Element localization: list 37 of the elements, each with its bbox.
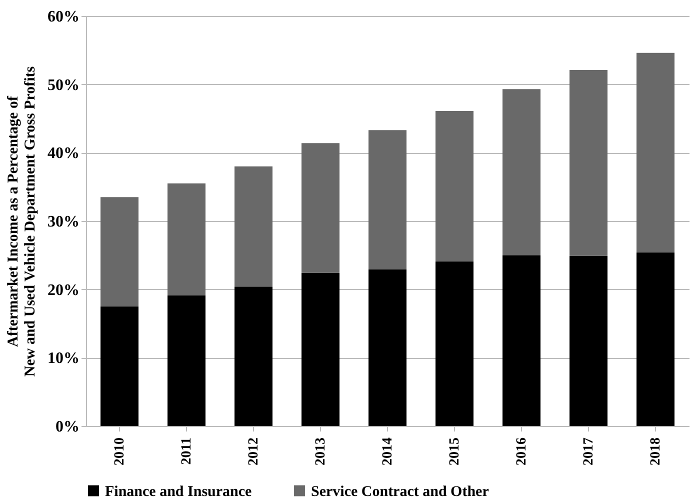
bar: [368, 130, 406, 270]
y-tick-label: 40%: [48, 145, 80, 162]
bar: [168, 295, 206, 426]
x-tick-label: 2017: [582, 438, 596, 466]
bar: [570, 70, 608, 256]
x-tick-label: 2016: [514, 438, 530, 466]
bar: [302, 272, 340, 426]
bar: [502, 89, 540, 256]
bar: [234, 166, 272, 287]
y-tick-label: 20%: [48, 282, 80, 299]
bar: [570, 256, 608, 426]
bar: [100, 306, 138, 426]
bar: [502, 255, 540, 426]
legend-label: Service Contract and Other: [311, 484, 490, 500]
x-tick-label: 2014: [380, 438, 396, 466]
bar: [636, 252, 674, 426]
x-tick-label: 2013: [314, 438, 328, 466]
x-tick-label: 2011: [180, 438, 194, 465]
y-tick-label: 30%: [48, 214, 80, 230]
y-axis-title: Aftermarket Income as a Percentage of New and Used Vehicle Department Gross Profits: [6, 66, 38, 377]
bar: [168, 183, 206, 296]
bar: [234, 286, 272, 426]
bar: [368, 270, 406, 426]
bar: [436, 110, 474, 262]
bar: [636, 52, 674, 252]
x-tick-label: 2010: [112, 438, 128, 466]
bar: [436, 261, 474, 426]
y-tick-label: 10%: [48, 350, 80, 368]
y-tick-label: 60%: [48, 8, 80, 26]
bar: [302, 143, 340, 273]
x-tick-label: 2015: [448, 438, 462, 466]
y-tick-label: 50%: [48, 76, 80, 94]
x-tick-label: 2012: [246, 438, 262, 466]
bar: [100, 197, 138, 306]
legend-label: Finance and Insurance: [105, 484, 252, 500]
x-tick-label: 2018: [648, 438, 664, 466]
y-tick-label: 0%: [56, 418, 80, 436]
